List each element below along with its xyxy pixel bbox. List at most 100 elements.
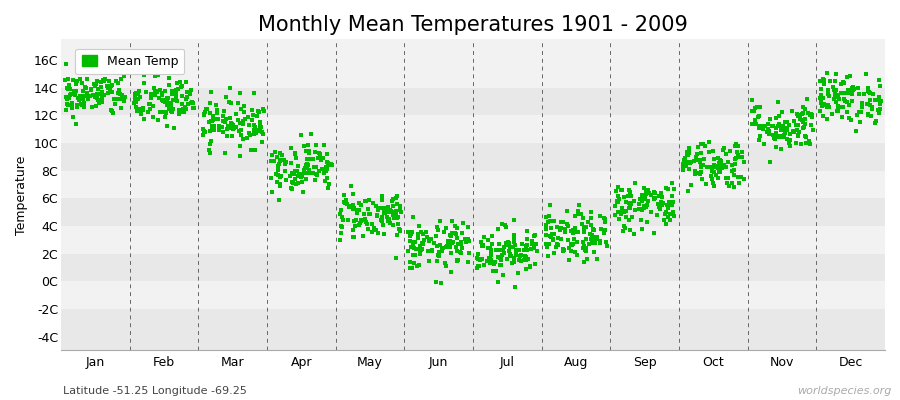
Point — [255, 139, 269, 146]
Point — [508, 248, 523, 255]
Point — [729, 140, 743, 147]
Point — [160, 98, 175, 105]
Point — [860, 101, 875, 108]
Point — [402, 232, 417, 239]
Point — [457, 236, 472, 242]
Point — [589, 236, 603, 242]
Point — [374, 218, 389, 224]
Point — [485, 240, 500, 247]
Point — [86, 81, 101, 88]
Point — [65, 100, 79, 106]
Point — [627, 230, 642, 237]
Point — [783, 136, 797, 143]
Point — [420, 248, 435, 254]
Point — [407, 244, 421, 251]
Point — [716, 162, 731, 168]
Point — [586, 226, 600, 232]
Point — [562, 244, 577, 251]
Point — [762, 158, 777, 165]
Point — [796, 110, 811, 116]
Point — [391, 232, 405, 238]
Point — [614, 187, 628, 193]
Point — [294, 171, 309, 177]
Point — [706, 182, 721, 189]
Point — [196, 110, 211, 117]
Point — [751, 114, 765, 120]
Point — [361, 206, 375, 212]
Point — [690, 157, 705, 164]
Point — [443, 237, 457, 244]
Point — [652, 200, 666, 207]
Point — [294, 174, 309, 180]
Point — [393, 203, 408, 209]
Point — [568, 229, 582, 236]
Point — [319, 168, 333, 174]
Point — [352, 200, 366, 206]
Point — [393, 227, 408, 234]
Point — [69, 103, 84, 110]
Point — [834, 104, 849, 110]
Point — [705, 176, 719, 182]
Point — [233, 120, 248, 126]
Point — [726, 166, 741, 173]
Point — [383, 206, 398, 213]
Point — [184, 98, 199, 105]
Point — [517, 247, 531, 253]
Point — [868, 97, 882, 103]
Point — [872, 94, 886, 101]
Point — [694, 162, 708, 169]
Point — [485, 233, 500, 240]
Point — [715, 157, 729, 164]
Point — [797, 133, 812, 139]
Point — [872, 110, 886, 116]
Point — [92, 100, 106, 106]
Point — [503, 251, 517, 257]
Point — [633, 206, 647, 212]
Point — [711, 175, 725, 181]
Point — [694, 169, 708, 175]
Point — [587, 249, 601, 255]
Point — [284, 179, 299, 186]
Point — [86, 92, 100, 98]
Point — [611, 195, 625, 202]
Point — [334, 222, 348, 229]
Point — [679, 155, 693, 162]
Point — [102, 90, 116, 96]
Point — [652, 204, 666, 210]
Point — [79, 85, 94, 92]
Point — [155, 90, 169, 96]
Point — [406, 214, 420, 220]
Point — [248, 127, 262, 133]
Point — [374, 214, 389, 220]
Point — [94, 84, 109, 91]
Point — [271, 166, 285, 173]
Point — [634, 192, 649, 198]
Point — [624, 201, 638, 208]
Point — [362, 210, 376, 217]
Point — [843, 117, 858, 124]
Point — [164, 101, 178, 107]
Point — [598, 230, 612, 236]
Point — [297, 170, 311, 176]
Point — [299, 148, 313, 154]
Point — [302, 156, 317, 162]
Point — [133, 93, 148, 100]
Point — [621, 205, 635, 211]
Point — [179, 89, 194, 96]
Point — [588, 234, 602, 240]
Point — [84, 86, 98, 92]
Point — [779, 127, 794, 133]
Point — [610, 193, 625, 200]
Point — [238, 103, 252, 109]
Point — [480, 258, 494, 264]
Point — [619, 214, 634, 220]
Point — [389, 255, 403, 262]
Point — [624, 200, 638, 206]
Point — [94, 99, 109, 105]
Point — [450, 256, 464, 263]
Point — [283, 173, 297, 180]
Point — [136, 72, 150, 78]
Point — [769, 144, 783, 150]
Point — [610, 199, 625, 205]
Point — [61, 86, 76, 92]
